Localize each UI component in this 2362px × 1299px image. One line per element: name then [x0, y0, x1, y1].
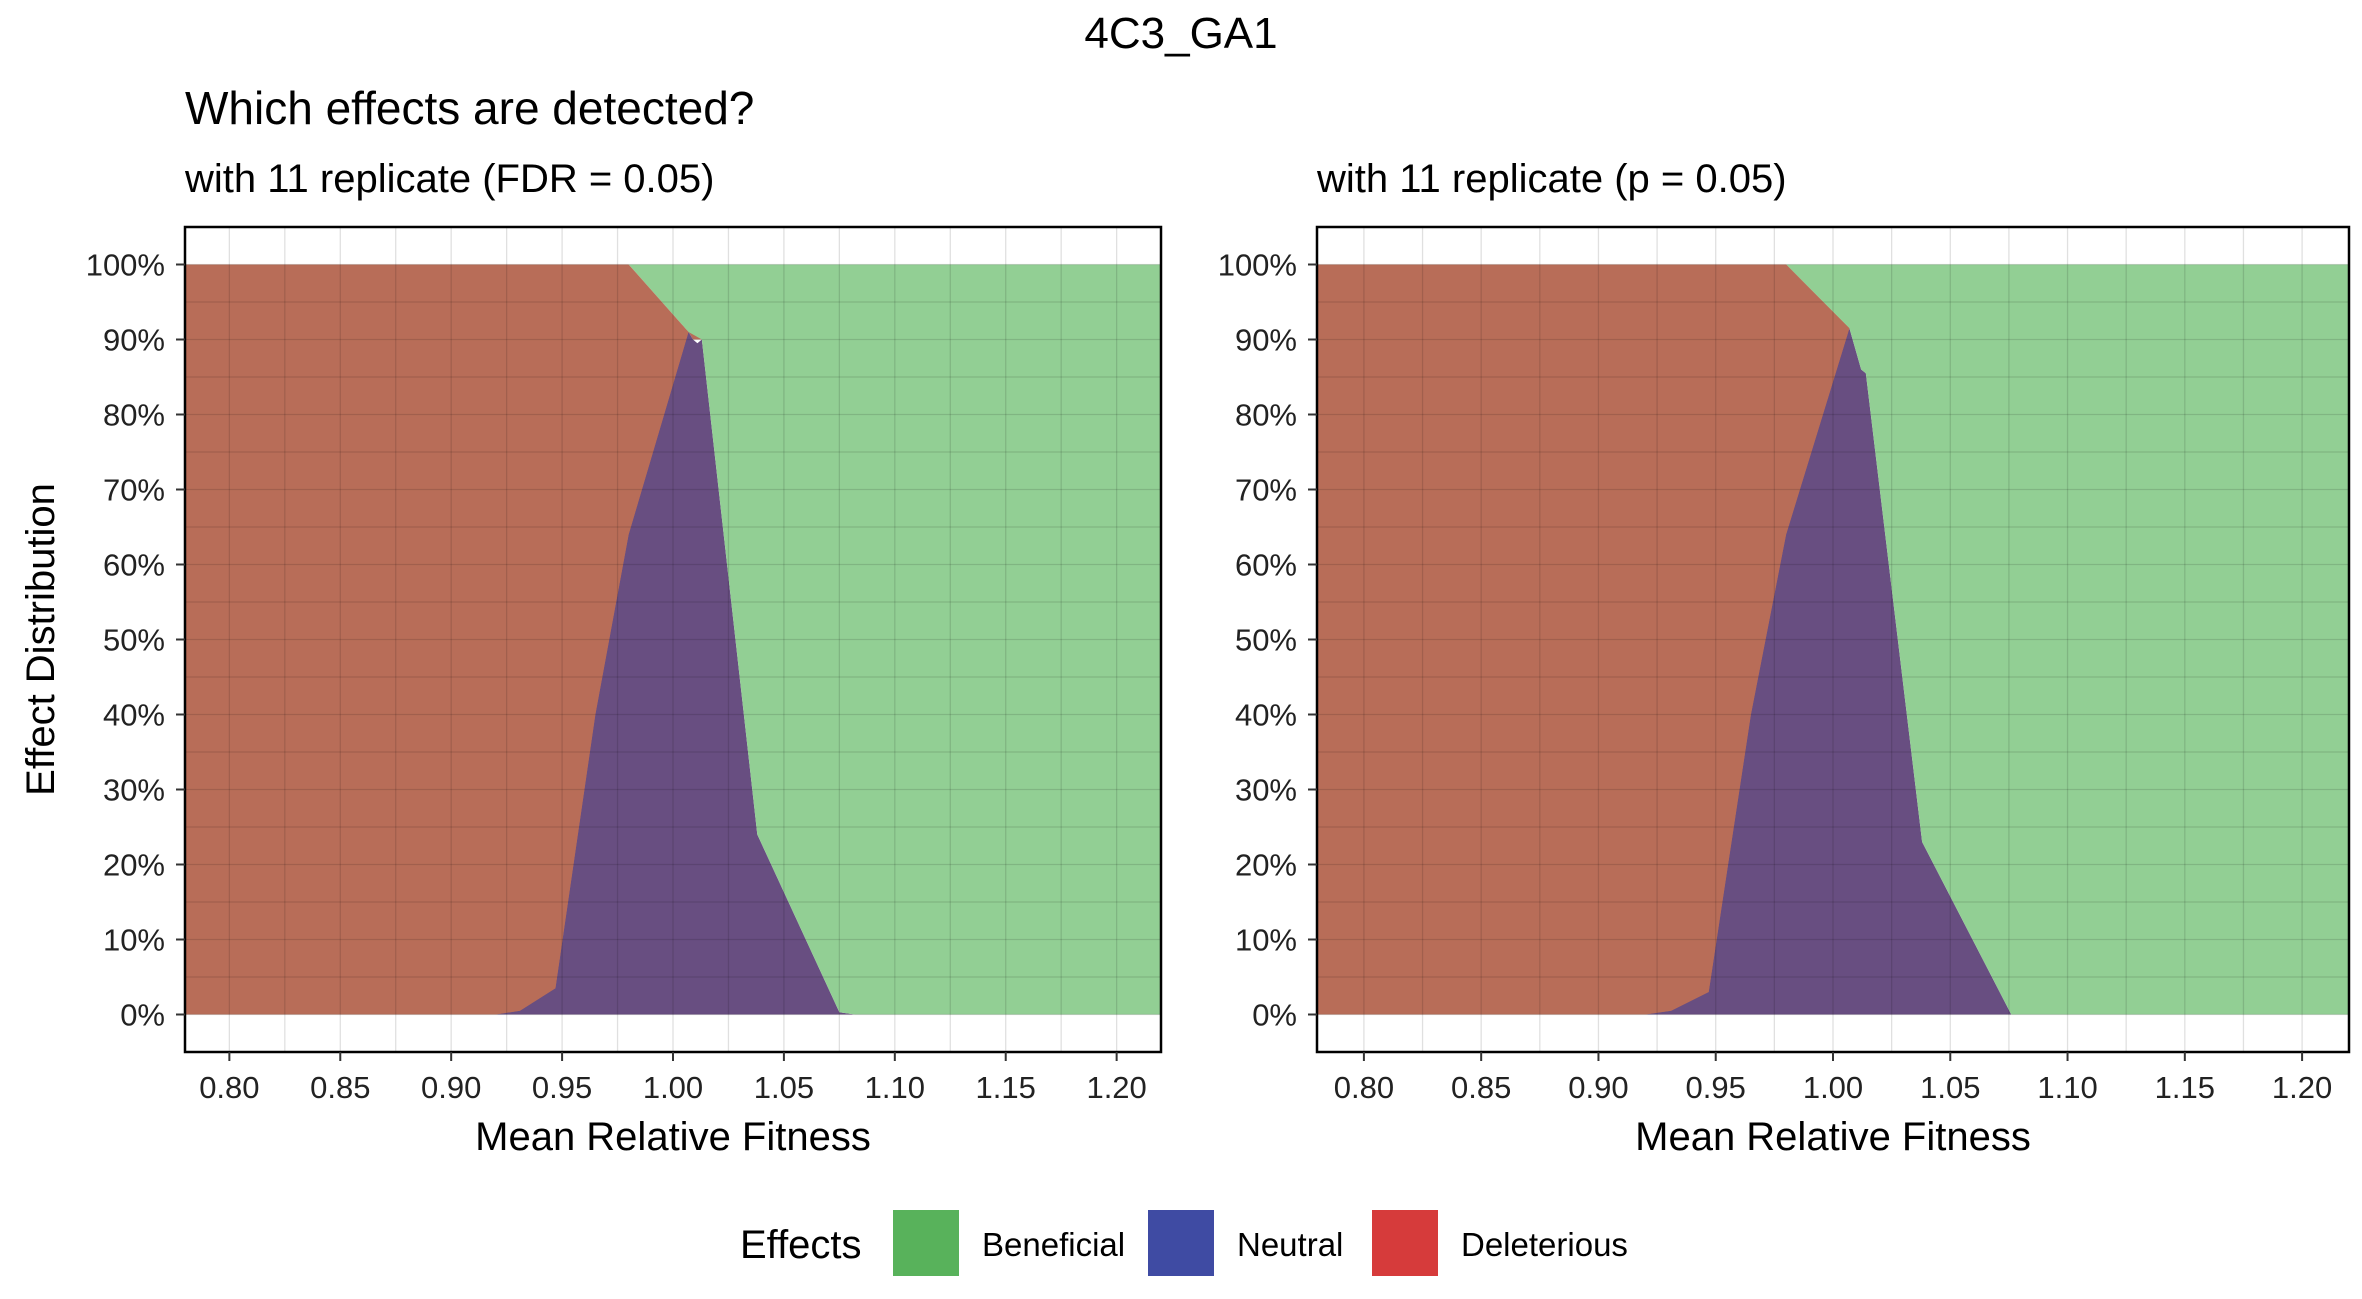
x-tick-label: 1.00 [643, 1070, 703, 1105]
y-tick-label: 0% [120, 998, 165, 1033]
x-tick-label: 0.90 [421, 1070, 481, 1105]
y-tick-label: 60% [103, 548, 165, 583]
x-tick-label: 1.00 [1803, 1070, 1863, 1105]
figure-title: 4C3_GA1 [1084, 9, 1277, 58]
x-tick-label: 0.95 [532, 1070, 592, 1105]
area-neutral [495, 332, 855, 1015]
area-deleterious-left [185, 264, 689, 1015]
panel-title: with 11 replicate (FDR = 0.05) [184, 157, 714, 201]
legend-swatch-neutral [1148, 1210, 1214, 1276]
legend-swatch-beneficial [893, 1210, 959, 1276]
x-tick-label: 1.10 [865, 1070, 925, 1105]
x-axis-label: Mean Relative Fitness [475, 1115, 871, 1159]
panel-title: with 11 replicate (p = 0.05) [1316, 157, 1787, 201]
y-tick-label: 70% [103, 473, 165, 508]
y-tick-label: 10% [103, 923, 165, 958]
grid [1317, 226, 2349, 1053]
y-tick-label: 60% [1235, 548, 1297, 583]
legend-label-deleterious: Deleterious [1461, 1226, 1628, 1263]
y-tick-label: 40% [103, 698, 165, 733]
x-tick-label: 0.90 [1568, 1070, 1628, 1105]
x-axis-label: Mean Relative Fitness [1635, 1115, 2031, 1159]
y-tick-label: 30% [1235, 773, 1297, 808]
y-tick-label: 10% [1235, 923, 1297, 958]
x-tick-label: 1.15 [976, 1070, 1036, 1105]
chart-panel-p: with 11 replicate (p = 0.05) 0% 10% 20% 30% 4… [1218, 157, 2351, 1159]
y-tick-label: 0% [1252, 998, 1297, 1033]
x-tick-label: 1.05 [1920, 1070, 1980, 1105]
x-tick-label: 0.85 [310, 1070, 370, 1105]
y-tick-label: 20% [103, 848, 165, 883]
y-tick-label: 90% [1235, 323, 1297, 358]
legend-item-beneficial: Beneficial [893, 1210, 1125, 1276]
x-tick-label: 0.80 [1334, 1070, 1394, 1105]
y-tick-label: 50% [103, 623, 165, 658]
y-tick-label: 80% [103, 398, 165, 433]
y-tick-label: 40% [1235, 698, 1297, 733]
x-tick-label: 0.85 [1451, 1070, 1511, 1105]
area-deleterious-left [1317, 264, 1850, 1015]
y-tick-label: 100% [86, 248, 165, 283]
legend-item-neutral: Neutral [1148, 1210, 1343, 1276]
y-tick-label: 90% [103, 323, 165, 358]
legend: Effects Beneficial Neutral Deleterious [740, 1210, 1628, 1276]
grid [185, 226, 1161, 1053]
area-neutral [1645, 328, 2012, 1015]
legend-item-deleterious: Deleterious [1372, 1210, 1628, 1276]
y-tick-label: 70% [1235, 473, 1297, 508]
x-tick-label: 1.15 [2155, 1070, 2215, 1105]
legend-swatch-deleterious [1372, 1210, 1438, 1276]
x-tick-label: 1.10 [2037, 1070, 2097, 1105]
x-tick-label: 1.20 [1086, 1070, 1146, 1105]
legend-label-neutral: Neutral [1237, 1226, 1343, 1263]
y-tick-label: 30% [103, 773, 165, 808]
y-tick-label: 100% [1218, 248, 1297, 283]
x-tick-label: 1.20 [2272, 1070, 2332, 1105]
y-axis-label: Effect Distribution [19, 483, 63, 796]
chart-panel-fdr: with 11 replicate (FDR = 0.05) 0% 10% 20% 30… [19, 157, 1163, 1159]
legend-label-beneficial: Beneficial [982, 1226, 1125, 1263]
y-tick-label: 50% [1235, 623, 1297, 658]
figure-subtitle: Which effects are detected? [185, 82, 754, 134]
area-beneficial [628, 264, 1161, 1015]
legend-title: Effects [740, 1223, 862, 1267]
y-tick-label: 80% [1235, 398, 1297, 433]
x-tick-label: 1.05 [754, 1070, 814, 1105]
x-tick-label: 0.95 [1686, 1070, 1746, 1105]
x-tick-label: 0.80 [199, 1070, 259, 1105]
y-tick-label: 20% [1235, 848, 1297, 883]
area-beneficial [1786, 264, 2349, 1015]
